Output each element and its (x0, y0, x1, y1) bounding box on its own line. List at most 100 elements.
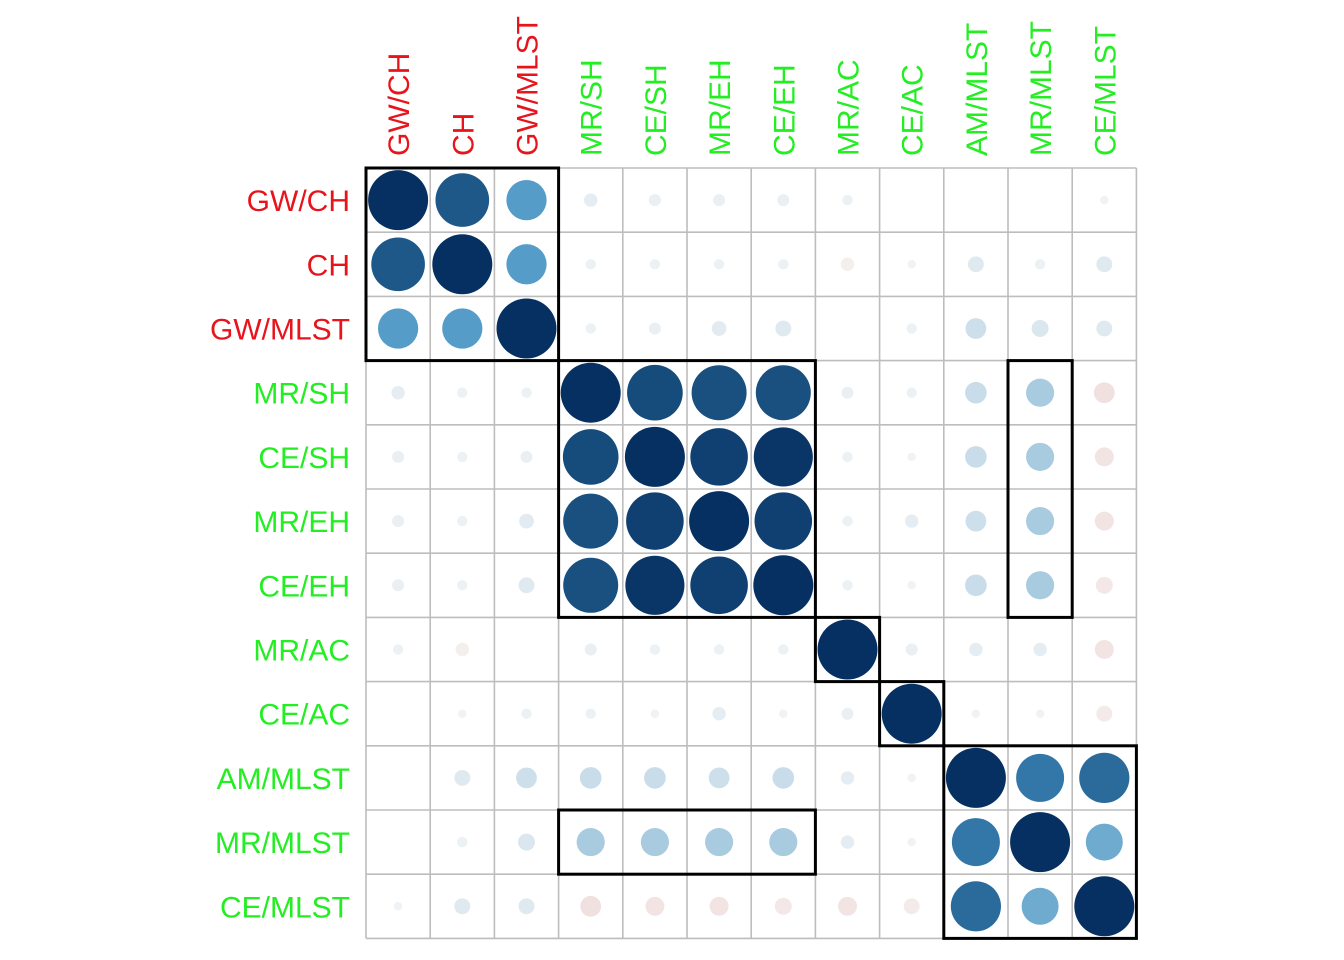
corr-circle-CH-vs-CE/AC (907, 260, 916, 269)
column-label-MR/AC: MR/AC (833, 59, 866, 156)
corr-circle-CE/MLST-vs-CE/EH (774, 897, 792, 915)
corr-circle-MR/EH-vs-CE/EH (754, 492, 813, 550)
cluster-box-3 (813, 615, 882, 684)
corr-circle-AM/MLST-vs-CE/AC (907, 773, 916, 783)
cluster-boxes (364, 166, 1138, 940)
corr-circle-CH-vs-MR/SH (585, 259, 596, 270)
corr-circle-CE/EH-vs-CE/SH (625, 555, 685, 615)
corr-circle-CH-vs-GW/MLST (506, 244, 547, 285)
corr-circle-MR/SH-vs-GW/CH (391, 385, 405, 400)
row-label-CH: CH (307, 249, 350, 282)
corr-circle-MR/EH-vs-GW/CH (392, 515, 405, 528)
corr-circle-GW/MLST-vs-MR/MLST (1031, 320, 1049, 337)
corr-circle-CE/EH-vs-GW/CH (392, 579, 405, 592)
corr-circle-MR/SH-vs-AM/MLST (965, 381, 987, 404)
corr-circle-CH-vs-CH (432, 234, 493, 295)
corr-circle-MR/MLST-vs-MR/SH (576, 828, 605, 857)
corr-circle-MR/SH-vs-CE/EH (755, 365, 811, 421)
corr-circle-CH-vs-GW/CH (371, 237, 425, 292)
corr-circle-CH-vs-CE/EH (778, 259, 789, 270)
row-label-MR/AC: MR/AC (253, 635, 350, 668)
corr-circle-MR/SH-vs-MR/EH (691, 365, 747, 421)
corr-circle-GW/MLST-vs-AM/MLST (965, 318, 987, 339)
corr-circle-MR/SH-vs-GW/MLST (521, 387, 532, 398)
corr-circle-CE/SH-vs-MR/SH (562, 429, 619, 485)
corr-circle-GW/MLST-vs-GW/MLST (496, 298, 557, 359)
corr-circle-MR/SH-vs-CH (457, 387, 468, 398)
corr-circle-GW/MLST-vs-CE/AC (906, 323, 917, 334)
corr-circle-CE/AC-vs-AM/MLST (971, 709, 981, 718)
corr-circle-CE/SH-vs-AM/MLST (965, 446, 987, 468)
row-label-MR/EH: MR/EH (253, 506, 350, 539)
corr-circle-MR/SH-vs-MR/SH (560, 362, 621, 423)
corr-circle-CE/SH-vs-GW/MLST (520, 450, 533, 463)
corr-circle-CE/EH-vs-MR/SH (563, 557, 619, 613)
row-label-GW/CH: GW/CH (247, 185, 350, 218)
corr-circle-CE/AC-vs-CE/SH (650, 709, 660, 718)
cluster-box-2 (557, 359, 817, 619)
corr-circle-CE/SH-vs-CH (457, 451, 468, 463)
corr-circle-MR/AC-vs-CE/SH (649, 644, 661, 655)
corr-circle-MR/EH-vs-CH (457, 515, 468, 527)
corr-circle-AM/MLST-vs-AM/MLST (945, 747, 1006, 808)
corr-circle-GW/MLST-vs-MR/EH (711, 321, 727, 336)
corr-circle-MR/EH-vs-MR/MLST (1026, 507, 1055, 536)
row-label-MR/SH: MR/SH (253, 378, 350, 411)
corr-circle-GW/CH-vs-GW/CH (368, 170, 429, 231)
corr-circle-MR/AC-vs-MR/AC (817, 619, 878, 680)
corr-circle-MR/SH-vs-CE/SH (627, 364, 683, 421)
corr-circle-MR/SH-vs-CE/AC (906, 387, 917, 398)
corr-circle-CE/SH-vs-CE/EH (753, 427, 813, 487)
corr-circle-MR/MLST-vs-MR/EH (705, 828, 734, 857)
corr-circle-CE/EH-vs-CE/AC (907, 581, 916, 590)
corr-circle-AM/MLST-vs-MR/EH (708, 767, 730, 789)
corr-circle-CE/SH-vs-CE/MLST (1094, 447, 1114, 467)
corr-circle-MR/AC-vs-CE/AC (905, 643, 918, 656)
corr-circle-MR/EH-vs-CE/SH (626, 492, 684, 550)
column-label-CE/AC: CE/AC (897, 64, 930, 156)
corr-circle-CE/AC-vs-CE/AC (881, 683, 942, 744)
corr-circle-GW/CH-vs-CH (435, 173, 490, 227)
cluster-box-4 (878, 680, 946, 748)
corr-circle-GW/CH-vs-CE/MLST (1100, 195, 1109, 205)
corr-circle-MR/MLST-vs-MR/MLST (1010, 812, 1071, 873)
column-label-CE/MLST: CE/MLST (1089, 26, 1122, 156)
corr-circle-GW/MLST-vs-CE/SH (648, 322, 661, 335)
corr-circle-CE/EH-vs-CH (457, 580, 468, 591)
corr-circle-AM/MLST-vs-CH (454, 769, 471, 786)
corr-circle-CE/SH-vs-MR/AC (842, 451, 853, 463)
corr-circle-MR/AC-vs-AM/MLST (969, 642, 983, 657)
corr-circle-CE/MLST-vs-MR/EH (709, 896, 729, 916)
corr-circle-GW/CH-vs-GW/MLST (506, 179, 547, 221)
corr-circle-CE/MLST-vs-CE/SH (645, 896, 665, 916)
corr-circle-GW/MLST-vs-CH (442, 308, 483, 349)
corr-circle-CE/EH-vs-AM/MLST (965, 574, 987, 597)
corr-circle-AM/MLST-vs-MR/SH (579, 767, 602, 789)
corr-circle-AM/MLST-vs-MR/AC (840, 771, 855, 785)
corr-circle-AM/MLST-vs-GW/MLST (516, 767, 537, 789)
corr-circle-CE/AC-vs-GW/MLST (521, 708, 532, 719)
cluster-box-1 (364, 166, 561, 363)
row-label-CE/SH: CE/SH (258, 442, 350, 475)
corr-circle-CE/EH-vs-GW/MLST (518, 577, 535, 594)
corr-circle-MR/MLST-vs-MR/AC (840, 835, 855, 849)
corr-circle-CE/MLST-vs-CE/MLST (1074, 876, 1135, 937)
corr-circle-CE/EH-vs-CE/EH (753, 555, 814, 616)
corr-circle-MR/AC-vs-CE/MLST (1094, 640, 1114, 659)
corr-circle-AM/MLST-vs-CE/EH (772, 767, 795, 789)
cluster-box-6 (1006, 359, 1074, 619)
corr-circle-MR/EH-vs-AM/MLST (965, 510, 987, 532)
corr-circle-GW/CH-vs-CE/EH (777, 194, 790, 207)
row-label-MR/MLST: MR/MLST (215, 827, 350, 860)
corr-circle-CE/EH-vs-MR/AC (842, 580, 853, 591)
corr-circle-MR/MLST-vs-GW/MLST (518, 833, 535, 851)
corr-circle-MR/EH-vs-MR/EH (689, 491, 750, 552)
corr-circle-GW/CH-vs-MR/SH (583, 193, 598, 207)
corr-circle-CH-vs-MR/MLST (1034, 259, 1046, 270)
corr-circle-CE/MLST-vs-GW/MLST (518, 898, 535, 915)
corr-circle-MR/MLST-vs-CE/AC (907, 837, 916, 847)
corr-circle-CE/MLST-vs-GW/CH (393, 902, 403, 911)
corr-circle-MR/EH-vs-CE/AC (904, 514, 919, 528)
corr-circle-CE/AC-vs-MR/AC (841, 707, 854, 720)
